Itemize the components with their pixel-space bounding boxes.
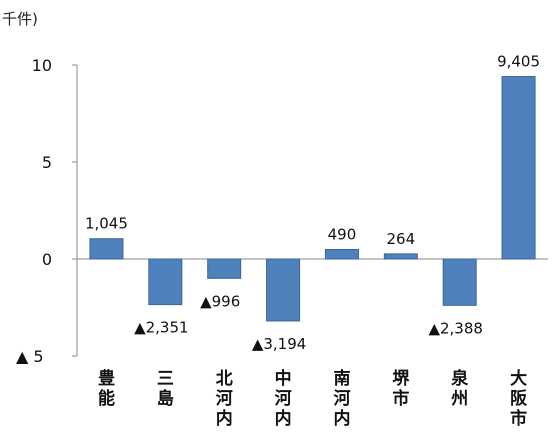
category-label: 内 [333, 408, 350, 429]
category-label: 北 [216, 369, 233, 389]
y-tick-label: 0 [42, 250, 52, 269]
category-label: 島 [157, 388, 174, 409]
category-label: 河 [275, 389, 292, 409]
bar [266, 258, 301, 322]
bar [324, 248, 359, 260]
data-label: ▲996 [200, 292, 240, 310]
data-label: ▲3,194 [252, 335, 306, 353]
bar [89, 238, 124, 260]
data-label: 490 [328, 225, 357, 243]
category-label: 南 [333, 368, 350, 389]
category-label: 中 [275, 368, 292, 389]
category-label: 三 [157, 369, 174, 389]
data-label: 9,405 [497, 53, 540, 71]
category-label: 市 [392, 388, 409, 409]
category-label: 阪 [510, 389, 527, 409]
bar [383, 253, 418, 260]
category-label: 内 [216, 408, 233, 429]
data-labels: 1,045 ▲2,351 ▲996 ▲3,194 490 264 ▲2,388 9,405 [85, 53, 540, 353]
category-label: 河 [333, 389, 350, 409]
axes: ▲ 5 0 5 10 [16, 56, 548, 366]
bar [207, 258, 242, 279]
category-label: 豊 [98, 368, 115, 389]
y-tick-label: 5 [42, 153, 52, 172]
y-tick-label: ▲ 5 [16, 347, 44, 366]
category-label: 内 [275, 408, 292, 429]
category-label: 河 [216, 389, 233, 409]
category-label: 大 [510, 368, 527, 389]
data-label: ▲2,388 [428, 319, 482, 337]
bar [501, 76, 536, 260]
category-label: 能 [98, 388, 115, 409]
bar [148, 258, 183, 306]
data-label: 264 [386, 230, 415, 248]
bar [442, 258, 477, 306]
category-label: 州 [450, 389, 468, 409]
data-label: ▲2,351 [134, 319, 188, 337]
data-label: 1,045 [85, 215, 128, 233]
category-label: 堺 [392, 368, 410, 389]
unit-label: 千件) [2, 10, 38, 28]
category-label: 市 [510, 408, 527, 429]
category-label: 泉 [450, 368, 469, 389]
y-tick-label: 10 [32, 56, 52, 75]
bars [89, 76, 536, 322]
